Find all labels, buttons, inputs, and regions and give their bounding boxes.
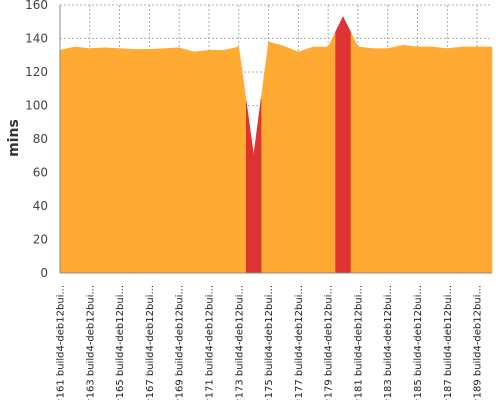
- area-layer: [59, 16, 493, 274]
- x-tick-label-22: #183 build4-deb12bui...: [383, 285, 394, 400]
- area-segment-22: [387, 44, 403, 274]
- area-segment-10: [208, 49, 225, 274]
- area-segment-27: [461, 46, 478, 274]
- y-tick-label-40: 40: [33, 199, 48, 213]
- y-tick-label-140: 140: [25, 32, 48, 46]
- area-segment-4: [119, 48, 135, 274]
- x-tick-label-18: #179 build4-deb12bui...: [324, 285, 335, 400]
- area-segment-20: [357, 46, 374, 274]
- x-tick-label-6: #167 build4-deb12bui...: [145, 285, 156, 400]
- area-segment-0: [59, 46, 76, 274]
- area-segment-9: [193, 49, 210, 274]
- area-segment-28: [476, 46, 493, 274]
- x-tick-label-0: #161 build4-deb12bui...: [56, 285, 67, 400]
- area-segment-8: [178, 47, 195, 274]
- area-segment-11: [223, 46, 240, 274]
- y-tick-label-160: 160: [25, 0, 48, 12]
- area-segment-7: [164, 47, 180, 274]
- y-tick-label-60: 60: [33, 166, 48, 180]
- x-tick-label-28: #189 build4-deb12bui...: [473, 285, 484, 400]
- y-tick-label-80: 80: [33, 132, 48, 146]
- x-tick-label-16: #177 build4-deb12bui...: [294, 285, 305, 400]
- y-tick-label-100: 100: [25, 99, 48, 113]
- area-segment-16: [298, 46, 314, 274]
- x-tick-label-4: #165 build4-deb12bui...: [115, 285, 126, 400]
- area-segment-25: [432, 46, 448, 274]
- area-segment-14: [268, 41, 284, 274]
- area-segment-24: [417, 46, 433, 274]
- x-tick-label-2: #163 build4-deb12bui...: [85, 285, 96, 400]
- area-segment-5: [134, 49, 150, 274]
- area-segment-26: [447, 46, 463, 274]
- x-tick-label-24: #185 build4-deb12bui...: [413, 285, 424, 400]
- area-segment-15: [283, 45, 299, 274]
- area-segment-6: [149, 48, 165, 274]
- y-tick-label-20: 20: [33, 233, 48, 247]
- x-tick-label-26: #187 build4-deb12bui...: [443, 285, 454, 400]
- x-tick-labels: #161 build4-deb12bui... #163 build4-deb12…: [56, 285, 484, 405]
- area-segment-21: [372, 48, 388, 274]
- x-tick-label-14: #175 build4-deb12bui...: [264, 285, 275, 400]
- x-tick-label-10: #171 build4-deb12bui...: [204, 285, 215, 400]
- area-segment-23: [402, 44, 418, 274]
- y-axis-label: mins: [6, 119, 22, 157]
- area-segment-17: [312, 46, 329, 274]
- failed-build-19: [335, 16, 351, 274]
- y-tick-labels: 0 20 40 60 80 100 120 140 160: [25, 0, 48, 280]
- area-segment-1: [74, 46, 91, 274]
- x-tick-label-8: #169 build4-deb12bui...: [175, 285, 186, 400]
- axis-layer: [59, 5, 492, 274]
- y-tick-label-0: 0: [40, 266, 48, 280]
- area-segment-3: [104, 47, 120, 274]
- y-tick-label-120: 120: [25, 65, 48, 79]
- x-tick-label-12: #173 build4-deb12bui...: [234, 285, 245, 400]
- x-tick-label-20: #181 build4-deb12bui...: [353, 285, 364, 400]
- failed-build-13: [245, 98, 262, 274]
- area-segment-2: [89, 47, 105, 274]
